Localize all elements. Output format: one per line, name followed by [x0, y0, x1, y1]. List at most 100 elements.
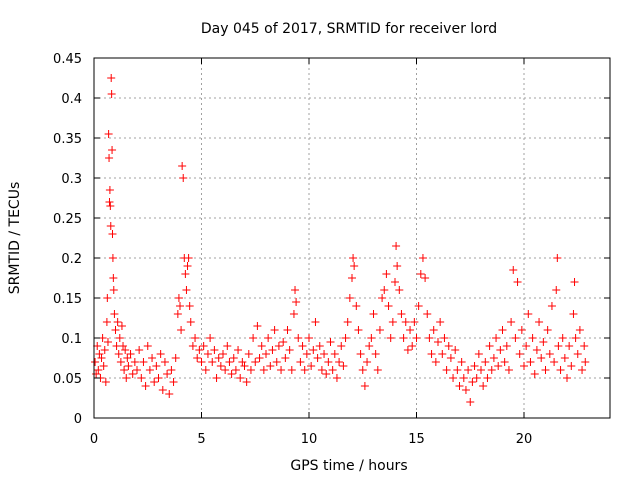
data-point	[371, 350, 380, 358]
data-point	[182, 286, 191, 294]
data-point	[412, 334, 421, 342]
data-point	[341, 334, 350, 342]
data-point	[240, 362, 249, 370]
data-point	[570, 278, 579, 286]
data-point	[100, 346, 109, 354]
data-point	[143, 342, 152, 350]
data-point	[113, 318, 122, 326]
data-point	[349, 254, 358, 262]
data-point	[210, 346, 219, 354]
y-tick-label: 0.2	[61, 252, 82, 267]
data-point	[105, 154, 114, 162]
data-point	[262, 350, 270, 358]
data-point	[281, 354, 290, 362]
data-point	[360, 382, 369, 390]
y-tick-label: 0.45	[53, 52, 82, 67]
data-point	[238, 358, 247, 366]
data-point	[97, 354, 106, 362]
data-point	[434, 338, 442, 346]
data-point	[388, 318, 397, 326]
data-point	[169, 378, 178, 386]
data-point	[457, 358, 466, 366]
data-point	[539, 338, 548, 346]
data-point	[354, 326, 363, 334]
data-point	[289, 310, 298, 318]
data-point	[446, 354, 455, 362]
data-point	[563, 374, 571, 382]
data-point	[197, 358, 206, 366]
data-point	[231, 366, 240, 374]
data-point	[139, 358, 148, 366]
data-point	[109, 286, 118, 294]
data-point	[91, 358, 100, 366]
data-point	[573, 350, 582, 358]
data-point	[120, 366, 129, 374]
data-point	[307, 362, 316, 370]
data-point	[137, 374, 146, 382]
data-point	[107, 74, 116, 82]
data-point	[133, 366, 141, 374]
data-point	[315, 342, 324, 350]
data-point	[173, 310, 182, 318]
data-point	[130, 358, 139, 366]
data-point	[530, 370, 539, 378]
data-point	[216, 362, 225, 370]
data-point	[300, 366, 309, 374]
data-point	[522, 342, 531, 350]
data-point	[95, 350, 104, 358]
data-point	[195, 346, 204, 354]
data-point	[481, 358, 490, 366]
data-point	[524, 310, 533, 318]
data-point	[201, 366, 210, 374]
data-point	[257, 342, 266, 350]
data-point	[356, 350, 365, 358]
data-point	[156, 350, 165, 358]
data-point	[106, 222, 115, 230]
data-point	[477, 366, 485, 374]
data-point	[249, 334, 258, 342]
y-tick-label: 0.25	[53, 212, 82, 227]
data-point	[479, 382, 488, 390]
data-point	[322, 370, 331, 378]
chart-title: Day 045 of 2017, SRMTID for receiver lor…	[201, 21, 497, 37]
data-point	[109, 274, 118, 282]
data-point	[268, 346, 277, 354]
data-point	[105, 186, 114, 194]
y-tick-label: 0.3	[61, 172, 82, 187]
data-point	[270, 326, 279, 334]
data-point	[416, 270, 425, 278]
grid-lines	[94, 58, 610, 418]
data-point	[397, 310, 406, 318]
data-point	[126, 350, 135, 358]
data-point	[492, 334, 501, 342]
data-point	[181, 270, 190, 278]
data-point	[102, 318, 111, 326]
data-point	[326, 338, 335, 346]
data-point	[203, 350, 212, 358]
y-tick-label: 0.05	[53, 372, 82, 387]
data-point	[425, 334, 434, 342]
data-point	[580, 342, 589, 350]
data-point	[550, 358, 559, 366]
data-point	[451, 346, 460, 354]
data-point	[470, 362, 479, 370]
data-point	[578, 366, 587, 374]
data-point	[178, 162, 187, 170]
y-axis-label: SRMTID / TECUs	[7, 182, 23, 295]
data-point	[108, 254, 117, 262]
data-point	[560, 354, 569, 362]
data-point	[545, 350, 554, 358]
axis-ticks: 0 0.05 0.1 0.15 0.2 0.25 0.3 0.35 0.4 0.45 0 5 10 15 2…	[53, 52, 610, 447]
data-point	[122, 374, 131, 382]
data-point	[214, 354, 223, 362]
data-point	[504, 366, 513, 374]
data-point	[191, 334, 200, 342]
data-point	[311, 318, 320, 326]
data-point	[272, 358, 281, 366]
data-point	[455, 382, 464, 390]
data-point	[309, 346, 318, 354]
data-point	[158, 386, 167, 394]
data-point	[343, 318, 352, 326]
data-point	[487, 366, 496, 374]
data-point	[167, 366, 176, 374]
